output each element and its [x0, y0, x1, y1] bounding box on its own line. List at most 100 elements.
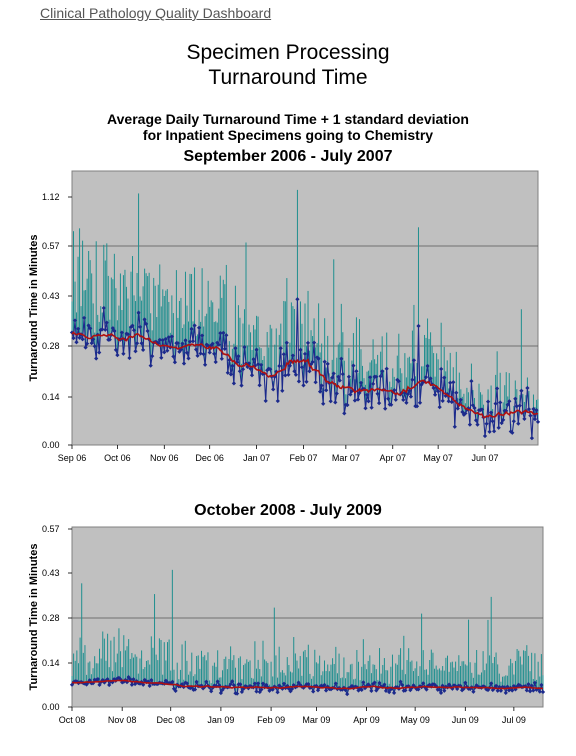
- daily-average-marker: [490, 419, 495, 424]
- daily-average-marker: [201, 351, 206, 357]
- daily-average-marker: [491, 429, 497, 434]
- daily-average-marker: [150, 353, 155, 359]
- daily-average-marker: [234, 691, 240, 696]
- daily-average-marker: [534, 408, 539, 413]
- x-tick-label: May 07: [423, 453, 453, 463]
- daily-average-marker: [224, 333, 229, 338]
- daily-average-marker: [187, 339, 193, 344]
- daily-average-marker: [339, 356, 344, 361]
- daily-average-marker: [416, 687, 421, 692]
- daily-average-marker: [537, 689, 542, 694]
- chart-subtitle: Average Daily Turnaround Time + 1 standa…: [0, 111, 576, 143]
- x-tick-label: Feb 07: [289, 453, 317, 463]
- daily-average-marker: [171, 354, 176, 359]
- daily-average-marker: [134, 341, 140, 346]
- daily-average-marker: [378, 374, 383, 379]
- daily-average-marker: [133, 349, 138, 354]
- daily-average-marker: [373, 374, 379, 379]
- daily-average-marker: [380, 369, 385, 374]
- daily-average-marker: [524, 688, 529, 693]
- daily-average-marker: [183, 338, 188, 343]
- x-tick-label: Jan 09: [207, 715, 234, 725]
- daily-average-marker: [281, 352, 286, 357]
- daily-average-marker: [249, 373, 255, 378]
- daily-average-marker: [389, 402, 394, 407]
- daily-average-marker: [142, 317, 147, 322]
- daily-average-marker: [299, 365, 305, 370]
- daily-average-marker: [222, 346, 227, 352]
- daily-average-marker: [514, 404, 519, 409]
- daily-average-marker: [181, 361, 187, 366]
- daily-average-marker: [499, 420, 504, 426]
- y-tick-label: 1.12: [42, 192, 60, 202]
- daily-average-marker: [137, 324, 143, 330]
- daily-average-marker: [147, 683, 152, 689]
- dashboard-breadcrumb-link[interactable]: Clinical Pathology Quality Dashboard: [40, 5, 272, 21]
- x-tick-label: Nov 08: [108, 715, 137, 725]
- daily-average-marker: [393, 397, 398, 402]
- daily-average-marker: [207, 350, 212, 355]
- daily-average-marker: [230, 363, 235, 369]
- daily-average-marker: [467, 422, 473, 427]
- daily-average-marker: [455, 686, 460, 692]
- page-title-line-1: Specimen Processing: [186, 41, 390, 64]
- daily-average-marker: [473, 418, 479, 423]
- daily-average-marker: [97, 682, 102, 688]
- daily-average-marker: [228, 372, 234, 377]
- y-axis-title: Turnaround Time in Minutes: [28, 544, 40, 691]
- daily-average-marker: [162, 350, 167, 355]
- daily-average-marker: [195, 353, 200, 358]
- daily-average-marker: [414, 404, 420, 409]
- daily-average-marker: [255, 362, 261, 367]
- daily-average-marker: [411, 358, 417, 363]
- daily-average-marker: [304, 379, 309, 384]
- daily-average-marker: [364, 392, 370, 397]
- daily-average-marker: [173, 688, 178, 694]
- daily-average-marker: [175, 340, 181, 346]
- daily-average-marker: [407, 388, 412, 393]
- daily-average-marker: [363, 406, 368, 411]
- daily-average-marker: [496, 425, 501, 430]
- y-tick-label: 0.57: [42, 524, 60, 534]
- daily-average-marker: [148, 363, 153, 368]
- daily-average-marker: [218, 690, 224, 696]
- daily-average-marker: [306, 681, 311, 687]
- daily-average-marker: [475, 422, 480, 427]
- daily-average-marker: [487, 429, 492, 434]
- daily-average-marker: [446, 399, 451, 404]
- daily-average-marker: [80, 337, 85, 342]
- daily-average-marker: [163, 336, 168, 342]
- daily-average-marker: [369, 688, 374, 694]
- y-axis-title: Turnaround Time in Minutes: [28, 235, 40, 382]
- daily-average-marker: [391, 690, 397, 696]
- daily-average-marker: [513, 396, 518, 401]
- daily-average-marker: [345, 691, 350, 697]
- daily-average-marker: [136, 310, 141, 315]
- daily-average-marker: [242, 344, 247, 350]
- daily-average-marker: [255, 681, 261, 686]
- daily-average-marker: [452, 424, 457, 429]
- chart-1-turnaround-2006-2007: 0.00 0.14 0.28 0.43 0.57 1.12 Sep 06 Oct 06 Nov …: [28, 170, 541, 463]
- daily-average-marker: [75, 326, 81, 331]
- x-tick-label: Dec 06: [195, 453, 224, 463]
- daily-average-marker: [233, 346, 238, 351]
- x-tick-label: Apr 07: [379, 453, 406, 463]
- daily-average-marker: [281, 681, 287, 686]
- chart-2-title: October 2008 - July 2009: [194, 502, 382, 519]
- daily-average-marker: [132, 681, 138, 687]
- daily-average-marker: [190, 339, 196, 344]
- x-tick-label: Nov 06: [150, 453, 179, 463]
- daily-average-marker: [194, 679, 199, 685]
- daily-average-marker: [172, 360, 178, 365]
- daily-average-marker: [437, 687, 442, 692]
- daily-average-marker: [198, 351, 203, 356]
- daily-average-marker: [192, 687, 198, 692]
- y-tick-label: 0.28: [42, 341, 60, 351]
- daily-average-marker: [77, 335, 82, 340]
- y-tick-label: 0.57: [42, 241, 60, 251]
- moving-average-line: [71, 331, 539, 419]
- daily-average-marker: [92, 344, 97, 349]
- y-tick-label: 0.43: [42, 291, 60, 301]
- daily-average-marker: [213, 359, 218, 365]
- x-tick-label: Mar 09: [302, 715, 330, 725]
